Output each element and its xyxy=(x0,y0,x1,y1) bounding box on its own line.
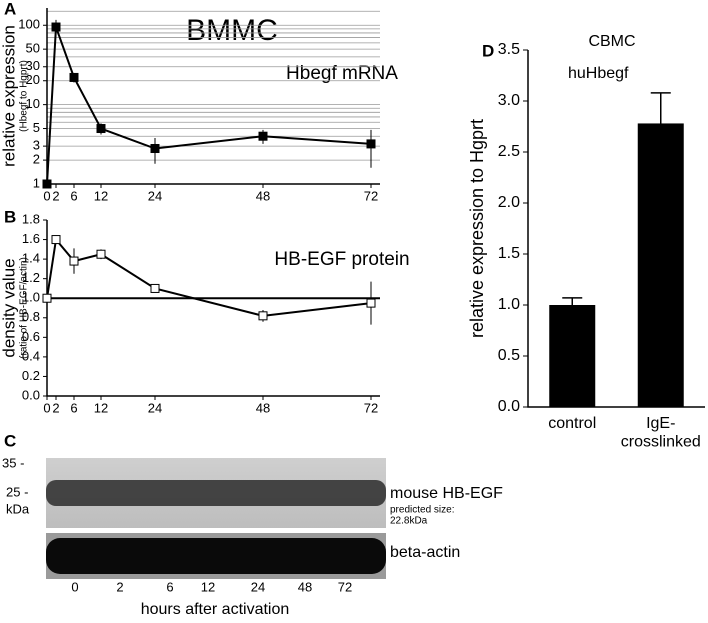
y-tick-label: 1 xyxy=(33,175,40,190)
y-tick-label: 1.2 xyxy=(22,270,40,285)
y-tick-label: 3.5 xyxy=(498,41,520,58)
axis xyxy=(46,220,380,397)
y-axis-label: density value xyxy=(0,258,18,357)
y-tick-label: 0.5 xyxy=(498,347,520,364)
lane-label: 48 xyxy=(298,579,312,594)
band-label: beta-actin xyxy=(390,544,460,561)
marker xyxy=(69,72,79,82)
y-tick-label: 0.4 xyxy=(22,348,40,363)
marker-label: 35 - xyxy=(2,455,24,470)
marker xyxy=(51,235,61,245)
marker xyxy=(150,144,160,154)
marker xyxy=(258,311,268,321)
panel-label: C xyxy=(4,431,16,450)
x-tick-label: 24 xyxy=(148,400,162,415)
marker xyxy=(42,293,52,303)
y-tick-label: 10 xyxy=(26,96,40,111)
x-tick-label: 48 xyxy=(256,188,270,203)
marker xyxy=(258,131,268,141)
y-tick-label: 100 xyxy=(18,17,40,32)
x-tick-label: 2 xyxy=(52,188,59,203)
y-tick-label: 2.5 xyxy=(498,143,520,160)
y-axis-label: relative expression to Hgprt xyxy=(467,119,487,338)
chart-title: BMMC xyxy=(186,14,278,47)
band-note: predicted size: xyxy=(390,505,454,516)
y-tick-label: 1.0 xyxy=(22,290,40,305)
y-tick-label: 2.0 xyxy=(498,194,520,211)
marker xyxy=(51,22,61,32)
marker xyxy=(366,298,376,308)
y-tick-label: 1.8 xyxy=(22,211,40,226)
marker xyxy=(96,249,106,259)
x-tick-label: IgE-crosslinked xyxy=(621,415,701,450)
y-tick-label: 20 xyxy=(26,72,40,87)
x-tick-label: 6 xyxy=(70,188,77,203)
y-tick-label: 0.0 xyxy=(22,387,40,402)
x-tick-label: 48 xyxy=(256,400,270,415)
marker-label: 25 - xyxy=(6,484,28,499)
marker-label: kDa xyxy=(6,501,30,516)
lane-label: 72 xyxy=(338,579,352,594)
marker xyxy=(366,139,376,149)
y-tick-label: 50 xyxy=(26,41,40,56)
x-axis-label: hours after activation xyxy=(141,601,290,618)
x-tick-label: 12 xyxy=(94,188,108,203)
x-tick-label: control xyxy=(548,415,596,432)
blot-band xyxy=(46,480,386,506)
y-tick-label: 30 xyxy=(26,58,40,73)
marker xyxy=(150,283,160,293)
y-axis-label: relative expression xyxy=(0,25,18,167)
error-bar xyxy=(562,297,583,305)
y-tick-label: 5 xyxy=(33,120,40,135)
y-tick-label: 1.6 xyxy=(22,231,40,246)
y-tick-label: 1.4 xyxy=(22,251,40,266)
x-tick-label: 6 xyxy=(70,400,77,415)
x-tick-label: 72 xyxy=(364,188,378,203)
marker xyxy=(42,179,52,189)
y-tick-label: 1.5 xyxy=(498,245,520,262)
lane-label: 24 xyxy=(251,579,265,594)
y-tick-label: 0.8 xyxy=(22,309,40,324)
blot-band xyxy=(46,538,386,574)
panel-label: B xyxy=(4,207,16,226)
x-tick-label: 2 xyxy=(52,400,59,415)
x-tick-label: 12 xyxy=(94,400,108,415)
marker xyxy=(69,256,79,266)
x-tick-label: 24 xyxy=(148,188,162,203)
x-tick-label: 72 xyxy=(364,400,378,415)
y-axis-sublabel: (ratio of HB-EGF/actin) xyxy=(19,257,30,359)
panel-label: D xyxy=(482,41,494,60)
y-tick-label: 0.6 xyxy=(22,329,40,344)
y-tick-label: 2 xyxy=(33,152,40,167)
annotation: Hbegf mRNA xyxy=(286,63,398,84)
lane-label: 2 xyxy=(116,579,123,594)
y-tick-label: 3 xyxy=(33,138,40,153)
marker xyxy=(96,124,106,134)
bar xyxy=(637,123,684,407)
x-tick-label: 0 xyxy=(43,400,50,415)
y-tick-label: 1.0 xyxy=(498,296,520,313)
panel-label: A xyxy=(4,0,16,18)
y-tick-label: 0.2 xyxy=(22,368,40,383)
band-label: mouse HB-EGF xyxy=(390,485,503,502)
error-bar xyxy=(650,92,671,124)
y-tick-label: 0.0 xyxy=(498,398,520,415)
annotation: HB-EGF protein xyxy=(274,249,409,270)
lane-label: 6 xyxy=(166,579,173,594)
band-note: 22.8kDa xyxy=(390,516,428,527)
lane-label: 12 xyxy=(201,579,215,594)
y-axis-sublabel: (Hbegf to Hgprt) xyxy=(19,60,30,132)
y-tick-label: 3.0 xyxy=(498,92,520,109)
x-tick-label: 0 xyxy=(43,188,50,203)
chart-title: CBMC xyxy=(588,33,635,50)
bar xyxy=(549,305,596,407)
lane-label: 0 xyxy=(71,579,78,594)
annotation: huHbegf xyxy=(568,65,629,82)
